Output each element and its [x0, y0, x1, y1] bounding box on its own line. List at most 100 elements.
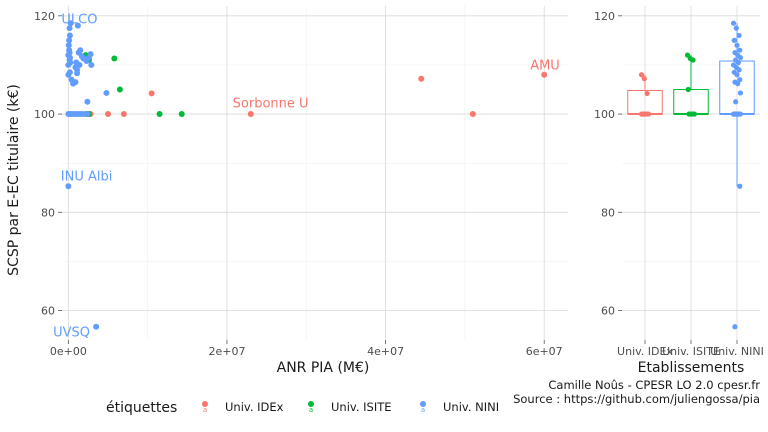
- legend-key-letter: a: [309, 406, 313, 414]
- scatter-grid: [62, 6, 568, 340]
- scatter-point: [65, 61, 72, 68]
- scatter-point: [65, 71, 72, 78]
- scatter-point: [111, 55, 118, 62]
- scatter-point: [65, 183, 72, 190]
- scatter-y-tick-label: 100: [34, 108, 55, 121]
- box-jitter-point: [737, 90, 744, 96]
- box-x-tick-label: Univ. NINI: [710, 345, 764, 358]
- box-jitter-point: [644, 90, 650, 97]
- box-jitter-point: [730, 20, 737, 26]
- scatter-point: [178, 111, 185, 118]
- box-jitter-point: [641, 76, 647, 82]
- box-jitter-point: [685, 86, 691, 93]
- legend-key-point: [308, 401, 314, 407]
- legend-key-letter: a: [203, 406, 207, 414]
- box-y-tick-label: 60: [601, 305, 615, 318]
- box-y-tick-label: 80: [601, 206, 615, 219]
- scatter-annotation-label: INU Albi: [61, 169, 113, 184]
- scatter-y-tick-label: 60: [41, 305, 55, 318]
- box-y-ticks: 60 80 100 120: [594, 10, 622, 318]
- box-jitter-point: [736, 32, 742, 39]
- legend-key-point: [202, 401, 208, 407]
- box-y-tick-label: 100: [594, 108, 615, 121]
- box-y-tick-label: 120: [594, 10, 615, 23]
- legend-key-letter: a: [421, 406, 425, 414]
- legend-entry-label: Univ. NINI: [443, 400, 499, 414]
- legend-key-point: [420, 401, 426, 407]
- box-x-tick-label: Univ. IDEx: [617, 345, 673, 358]
- scatter-point: [79, 111, 86, 118]
- scatter-point: [541, 71, 548, 78]
- scatter-point: [88, 61, 95, 68]
- box-jitter-point: [638, 72, 645, 78]
- box-jitter-point: [737, 54, 744, 61]
- box-jitter-point: [736, 67, 742, 73]
- box-jitter-point: [731, 37, 737, 43]
- scatter-point: [120, 111, 127, 118]
- box-jitter-point: [689, 111, 695, 117]
- scatter-point: [103, 89, 110, 96]
- box-jitter-point: [735, 81, 741, 87]
- scatter-point: [65, 42, 72, 49]
- legend-entry-label: Univ. ISITE: [331, 400, 392, 414]
- box-jitter-point: [734, 72, 740, 78]
- scatter-point: [66, 37, 73, 44]
- box-jitter-point: [734, 111, 740, 117]
- scatter-x-tick-label: 4e+07: [367, 345, 404, 358]
- scatter-point: [87, 51, 94, 58]
- scatter-y-tick-label: 120: [34, 10, 55, 23]
- scatter-x-tick-label: 6e+07: [526, 345, 563, 358]
- box-jitter-point: [737, 77, 743, 83]
- legend-title: étiquettes: [106, 400, 177, 416]
- box-jitter-point: [732, 324, 738, 330]
- scatter-point: [247, 111, 254, 118]
- box-x-axis-title: Etablissements: [638, 360, 745, 376]
- scatter-annotations: ULCO AMU Sorbonne U INU Albi UVSQ: [53, 12, 560, 340]
- box-jitter-point: [735, 59, 741, 66]
- box-jitter-point: [737, 47, 743, 53]
- scatter-x-axis-title: ANR PIA (M€): [277, 360, 370, 376]
- scatter-point: [74, 70, 81, 77]
- scatter-point: [418, 75, 425, 82]
- scatter-annotation-label: ULCO: [61, 12, 97, 27]
- scatter-point: [84, 98, 91, 105]
- box-points: [638, 20, 744, 330]
- scatter-x-tick-label: 0e+00: [50, 345, 87, 358]
- box-jitter-point: [737, 183, 743, 189]
- box-jitter-point: [641, 111, 647, 117]
- scatter-panel: 0e+00 2e+07 4e+07 6e+07 60 80 100 120 ULCO AMU S…: [6, 6, 568, 376]
- legend: étiquettes a Univ. IDEx a Univ. ISITE a Univ.…: [106, 400, 499, 416]
- scatter-point: [70, 80, 77, 87]
- scatter-point: [148, 90, 155, 97]
- scatter-point: [469, 111, 476, 118]
- scatter-point: [66, 25, 73, 32]
- box-jitter-point: [734, 42, 740, 48]
- scatter-annotation-label: AMU: [530, 58, 560, 73]
- scatter-x-tick-label: 2e+07: [208, 345, 245, 358]
- scatter-point: [84, 111, 91, 118]
- scatter-point: [77, 47, 84, 54]
- box-x-tick-label: Univ. ISITE: [662, 345, 720, 358]
- scatter-point: [93, 323, 100, 330]
- scatter-annotation-label: Sorbonne U: [233, 96, 309, 111]
- scatter-y-axis-title: SCSP par E-EC titulaire (k€): [6, 84, 22, 276]
- scatter-point: [156, 111, 163, 118]
- caption-credit: Camille Noûs - CPESR LO 2.0 cpesr.fr: [548, 378, 760, 392]
- scatter-point: [67, 111, 74, 118]
- scatter-point: [66, 32, 73, 39]
- box-jitter-point: [733, 99, 739, 105]
- scatter-point: [67, 20, 74, 27]
- legend-entry-label: Univ. IDEx: [225, 400, 284, 414]
- scatter-y-ticks: 60 80 100 120: [34, 10, 62, 318]
- scatter-x-ticks: 0e+00 2e+07 4e+07 6e+07: [50, 340, 563, 358]
- scatter-point: [116, 86, 123, 93]
- caption-source: Source : https://github.com/juliengossa/…: [513, 392, 760, 406]
- box-jitter-point: [690, 57, 696, 63]
- scatter-point: [105, 111, 111, 118]
- scatter-points: [65, 20, 548, 330]
- scatter-point: [74, 22, 81, 29]
- scatter-annotation-label: UVSQ: [53, 326, 90, 341]
